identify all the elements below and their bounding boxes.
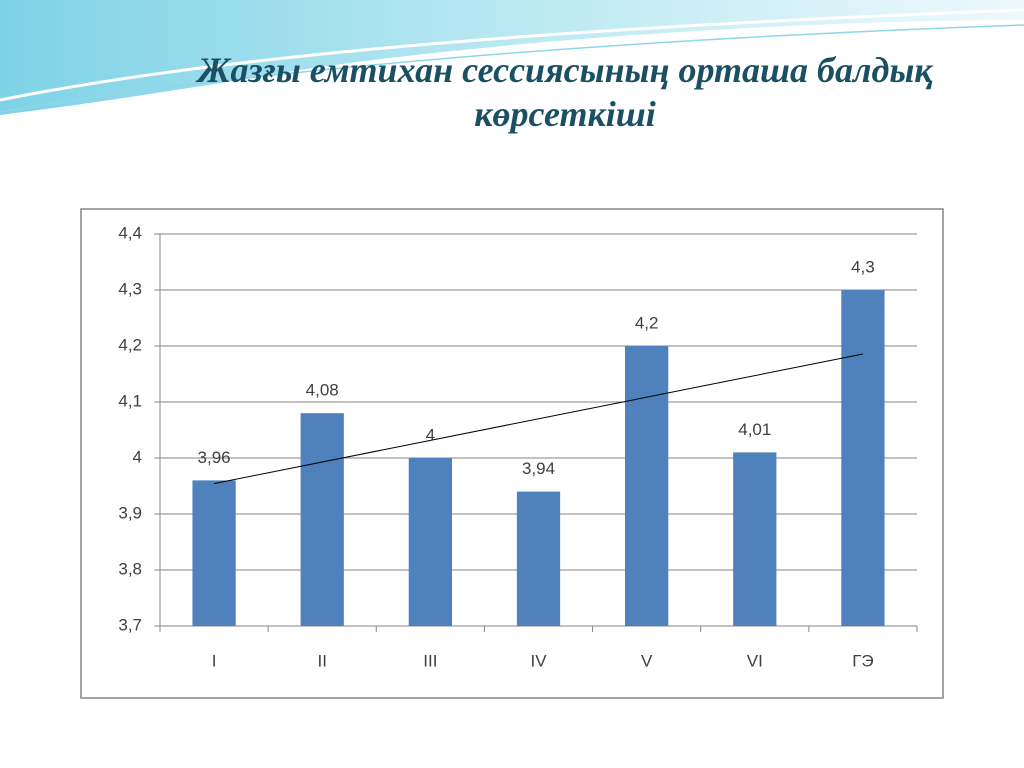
value-label: 4,08 [306,381,339,400]
x-tick-label: II [317,651,326,670]
bar [516,491,561,626]
value-label: 3,94 [522,459,555,478]
value-label: 4 [426,425,435,444]
bar [408,458,452,626]
bar [625,346,669,626]
bar [192,480,236,626]
bar [841,290,885,626]
y-tick-label: 4,4 [118,223,142,242]
y-tick-label: 3,7 [118,615,142,634]
y-tick-label: 4,2 [118,335,142,354]
x-tick-label: I [212,651,217,670]
value-label: 4,2 [635,313,659,332]
x-tick-label: ГЭ [852,651,873,670]
y-tick-label: 4 [133,447,142,466]
value-label: 4,01 [738,420,771,439]
chart-title: Жазғы емтихан сессиясының орташа балдық … [197,50,933,134]
x-tick-label: III [423,651,437,670]
y-tick-label: 4,3 [118,279,142,298]
x-tick-label: V [641,651,653,670]
x-tick-label: IV [530,651,547,670]
bar [733,452,777,626]
x-tick-label: VI [747,651,763,670]
trendline [213,353,864,485]
bar [300,413,344,626]
value-label: 3,96 [198,448,231,467]
y-tick-label: 3,8 [118,559,142,578]
value-label: 4,3 [851,257,875,276]
y-tick-label: 4,1 [118,391,142,410]
y-tick-label: 3,9 [118,503,142,522]
